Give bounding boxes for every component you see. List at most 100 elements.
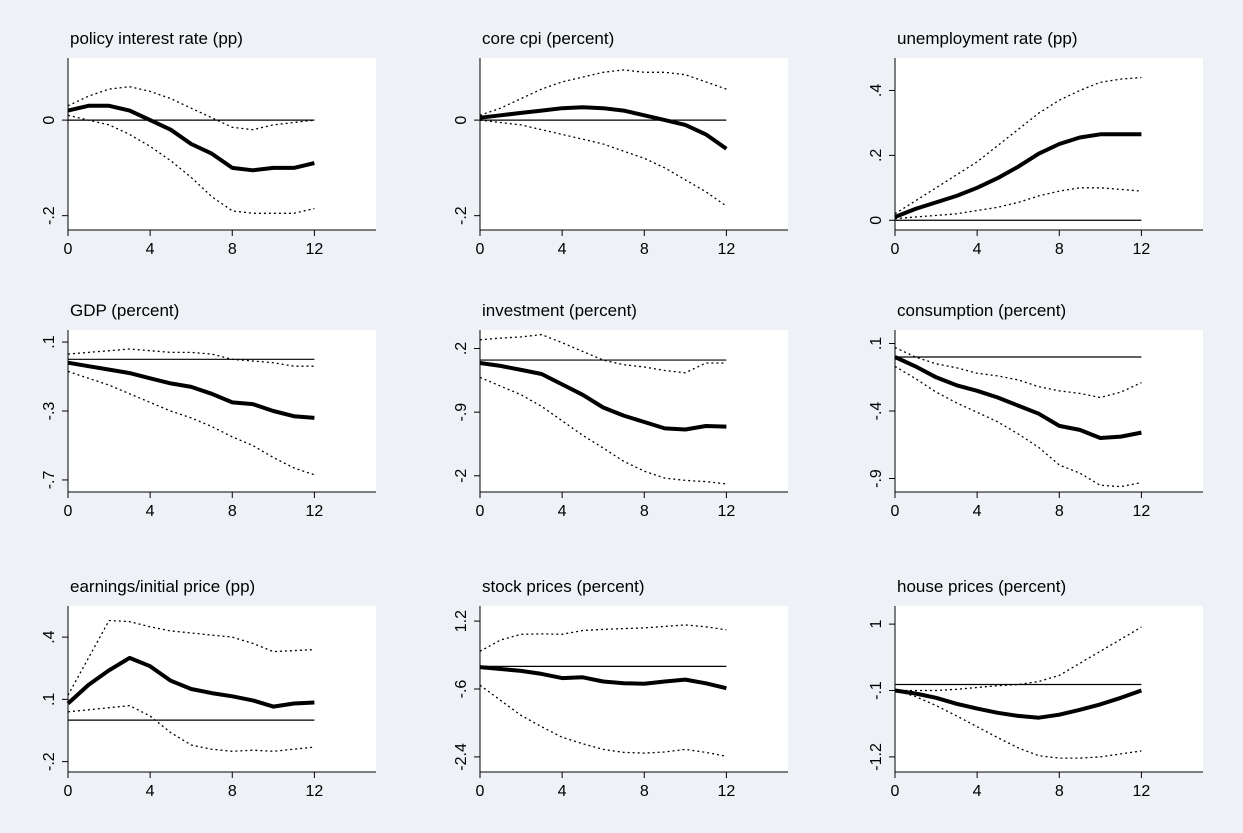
plot-area	[480, 606, 788, 772]
estimate-line	[894, 688, 1143, 720]
x-tick-label: 12	[718, 783, 736, 800]
x-tick-label: 0	[476, 783, 485, 800]
chart-panel-8: stock prices (percent) 0 4 8 12 1.2 -.6 -2.4	[453, 577, 788, 800]
lower-band-line	[894, 689, 1142, 759]
estimate-line	[67, 103, 315, 173]
plot-area	[480, 58, 788, 230]
estimate-line	[479, 361, 727, 432]
upper-band-line	[895, 626, 1142, 692]
x-tick-label: 12	[306, 783, 324, 800]
chart-panel-5: investment (percent) 0 4 8 12 .2 -.9 -2	[453, 301, 788, 520]
y-tick-label: -.1	[868, 681, 885, 700]
x-tick-label: 12	[718, 503, 736, 520]
y-tick-label: -.9	[868, 469, 885, 488]
lower-band-line	[67, 114, 315, 214]
y-tick-label: -2.4	[453, 743, 470, 771]
chart-title: policy interest rate (pp)	[70, 29, 243, 48]
x-tick-label: 12	[1133, 503, 1151, 520]
lower-band-line	[67, 370, 315, 476]
y-tick-label: .4	[868, 84, 885, 97]
x-tick-label: 8	[640, 783, 649, 800]
x-tick-label: 8	[1055, 241, 1064, 258]
chart-title: GDP (percent)	[70, 301, 179, 320]
x-tick-label: 0	[64, 503, 73, 520]
chart-title: earnings/initial price (pp)	[70, 577, 255, 596]
y-tick-label: 0	[868, 216, 885, 225]
chart-panel-7: earnings/initial price (pp) 0 4 8 12 .4 .1 -.2	[41, 577, 376, 800]
y-tick-label: -.4	[868, 402, 885, 421]
x-tick-label: 12	[1133, 783, 1151, 800]
x-tick-label: 12	[306, 503, 324, 520]
y-tick-label: .2	[868, 149, 885, 162]
chart-panel-9: house prices (percent) 0 4 8 12 1 -.1 -1.2	[868, 577, 1203, 800]
y-tick-label: -.2	[453, 206, 470, 225]
estimate-line	[479, 105, 728, 151]
y-tick-label: -.3	[41, 402, 58, 421]
estimate-line	[894, 355, 1142, 440]
upper-band-line	[67, 86, 315, 131]
y-tick-label: 1.2	[453, 610, 470, 632]
estimate-line	[479, 665, 727, 691]
chart-panel-6: consumption (percent) 0 4 8 12 .1 -.4 -.9	[868, 301, 1203, 520]
y-tick-label: -.9	[453, 403, 470, 422]
y-tick-label: .1	[41, 335, 58, 348]
upper-band-line	[479, 69, 727, 116]
y-tick-label: -.6	[453, 680, 470, 699]
upper-band-line	[67, 619, 315, 696]
upper-band-line	[67, 348, 315, 367]
chart-title: unemployment rate (pp)	[897, 29, 1077, 48]
x-tick-label: 12	[718, 241, 736, 258]
y-tick-label: -.2	[41, 752, 58, 771]
plot-area	[68, 58, 376, 230]
plot-area	[895, 58, 1203, 230]
y-tick-label: .2	[453, 342, 470, 355]
x-tick-label: 12	[306, 241, 324, 258]
x-tick-label: 0	[64, 783, 73, 800]
x-tick-label: 0	[891, 241, 900, 258]
y-tick-label: 0	[453, 116, 470, 125]
y-tick-label: -1.2	[868, 743, 885, 771]
y-tick-label: -.7	[41, 470, 58, 489]
chart-title: consumption (percent)	[897, 301, 1066, 320]
y-tick-label: -.2	[41, 206, 58, 225]
x-tick-label: 0	[476, 503, 485, 520]
estimate-line	[894, 132, 1142, 219]
x-tick-label: 0	[891, 783, 900, 800]
estimate-line	[67, 360, 315, 420]
x-tick-label: 8	[228, 503, 237, 520]
plot-area	[480, 330, 788, 492]
plot-area	[895, 606, 1203, 772]
x-tick-label: 8	[228, 783, 237, 800]
y-tick-label: -2	[453, 469, 470, 483]
x-tick-label: 4	[558, 503, 567, 520]
chart-title: stock prices (percent)	[482, 577, 645, 596]
chart-panel-3: unemployment rate (pp) 0 4 8 12 0 .2 .4	[868, 29, 1203, 258]
chart-panel-2: core cpi (percent) 0 4 8 12 0 -.2	[453, 29, 788, 258]
lower-band-line	[894, 365, 1142, 488]
y-tick-label: .1	[41, 693, 58, 706]
y-tick-label: .1	[868, 337, 885, 350]
chart-title: core cpi (percent)	[482, 29, 614, 48]
chart-panel-1: policy interest rate (pp) 0 4 8 12 0 -.2	[41, 29, 376, 258]
x-tick-label: 8	[640, 503, 649, 520]
x-tick-label: 4	[146, 783, 155, 800]
chart-title: house prices (percent)	[897, 577, 1066, 596]
upper-band-line	[479, 333, 727, 374]
chart-title: investment (percent)	[482, 301, 637, 320]
plot-area	[68, 330, 376, 492]
x-tick-label: 12	[1133, 241, 1151, 258]
x-tick-label: 4	[558, 241, 567, 258]
plot-area	[68, 606, 376, 772]
y-tick-label: 0	[41, 116, 58, 125]
x-tick-label: 4	[146, 503, 155, 520]
plot-area	[895, 330, 1203, 492]
x-tick-label: 4	[973, 503, 982, 520]
x-tick-label: 0	[476, 241, 485, 258]
x-tick-label: 0	[891, 503, 900, 520]
y-tick-label: 1	[868, 620, 885, 629]
y-tick-label: .4	[41, 630, 58, 643]
lower-band-line	[479, 119, 727, 207]
x-tick-label: 8	[1055, 503, 1064, 520]
x-tick-label: 4	[558, 783, 567, 800]
